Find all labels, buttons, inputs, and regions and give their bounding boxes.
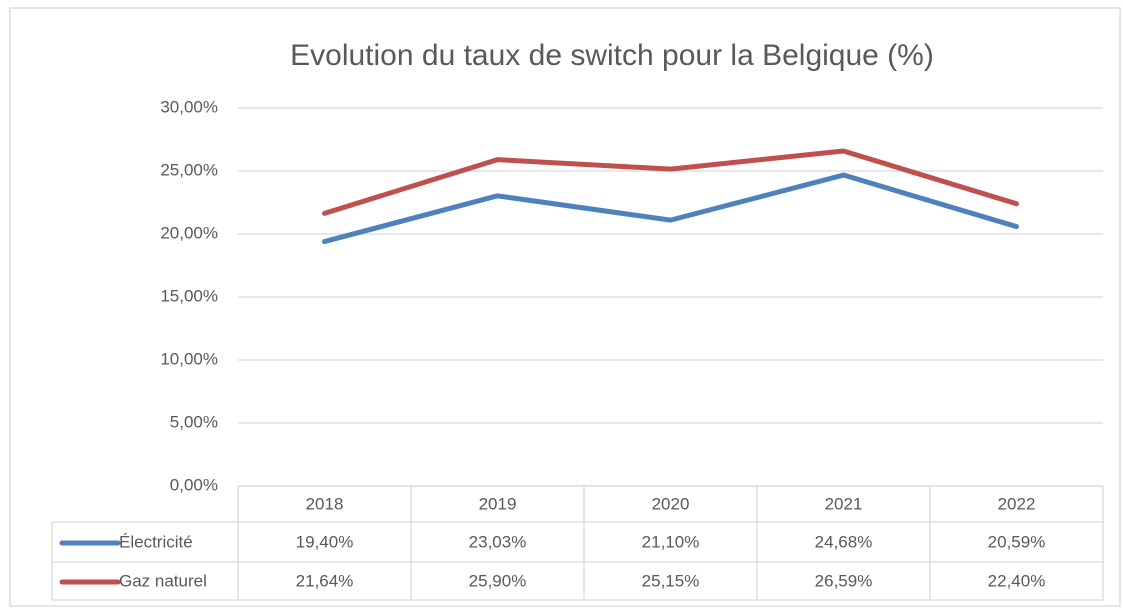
y-tick-label: 5,00% [170, 412, 218, 431]
x-tick-label: 2018 [306, 494, 344, 513]
x-tick-label: 2020 [652, 494, 690, 513]
table-value: 24,68% [815, 532, 873, 551]
table-value: 26,59% [815, 571, 873, 590]
table-value: 22,40% [988, 571, 1046, 590]
table-value: 19,40% [296, 532, 354, 551]
series-line [322, 172, 1019, 245]
x-tick-label: 2019 [479, 494, 517, 513]
y-tick-label: 10,00% [160, 349, 218, 368]
table-value: 23,03% [469, 532, 527, 551]
chart-title: Evolution du taux de switch pour la Belg… [290, 39, 934, 72]
y-tick-label: 15,00% [160, 286, 218, 305]
y-tick-label: 0,00% [170, 475, 218, 494]
table-value: 21,64% [296, 571, 354, 590]
table-value: 25,90% [469, 571, 527, 590]
legend-label: Gaz naturel [119, 571, 207, 590]
x-tick-label: 2021 [825, 494, 863, 513]
series-line [322, 148, 1019, 216]
y-tick-label: 30,00% [160, 97, 218, 116]
x-tick-label: 2022 [998, 494, 1036, 513]
y-tick-label: 20,00% [160, 223, 218, 242]
legend-label: Électricité [119, 532, 193, 551]
y-tick-label: 25,00% [160, 160, 218, 179]
table-value: 21,10% [642, 532, 700, 551]
table-value: 25,15% [642, 571, 700, 590]
table-value: 20,59% [988, 532, 1046, 551]
